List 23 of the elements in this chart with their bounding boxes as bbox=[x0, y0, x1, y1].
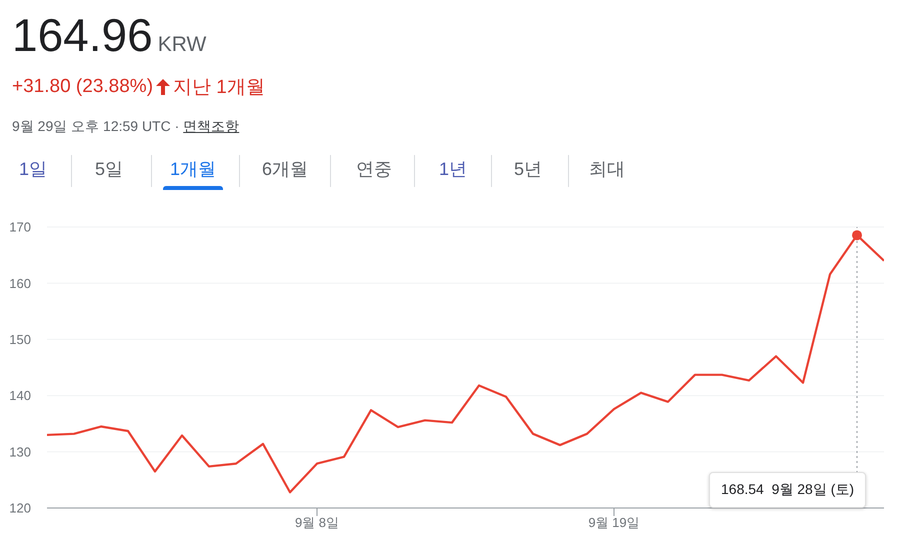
text: 면책조항 bbox=[183, 118, 240, 134]
text: 6개월 bbox=[260, 158, 309, 181]
text: 최대 bbox=[588, 158, 626, 181]
text: 1일 bbox=[18, 158, 48, 181]
chart-title: 164.96 bbox=[12, 8, 153, 62]
y-tick-label: 140 bbox=[9, 388, 31, 404]
text: 1개월 bbox=[168, 158, 217, 181]
text: 5일 bbox=[94, 158, 124, 181]
annotation: 168.54 9월 28일 (토) bbox=[709, 472, 866, 508]
y-tick-label: 150 bbox=[9, 332, 31, 348]
text: 9월 29일 오후 12:59 UTC · bbox=[12, 118, 180, 134]
text: +31.80 (23.88%) bbox=[12, 76, 154, 98]
text: 1년 bbox=[438, 158, 468, 181]
text: KRW bbox=[158, 33, 206, 57]
text: 지난 1개월 bbox=[173, 76, 265, 100]
y-tick-label: 130 bbox=[9, 444, 31, 460]
y-tick-label: 120 bbox=[9, 500, 31, 516]
text: 연중 bbox=[355, 158, 393, 181]
y-tick-label: 160 bbox=[9, 276, 31, 291]
text: 5년 bbox=[512, 158, 543, 181]
x-tick-label: 9월 8일 bbox=[294, 515, 340, 530]
x-tick-label: 9월 19일 bbox=[588, 515, 640, 530]
y-tick-label: 170 bbox=[9, 220, 31, 235]
